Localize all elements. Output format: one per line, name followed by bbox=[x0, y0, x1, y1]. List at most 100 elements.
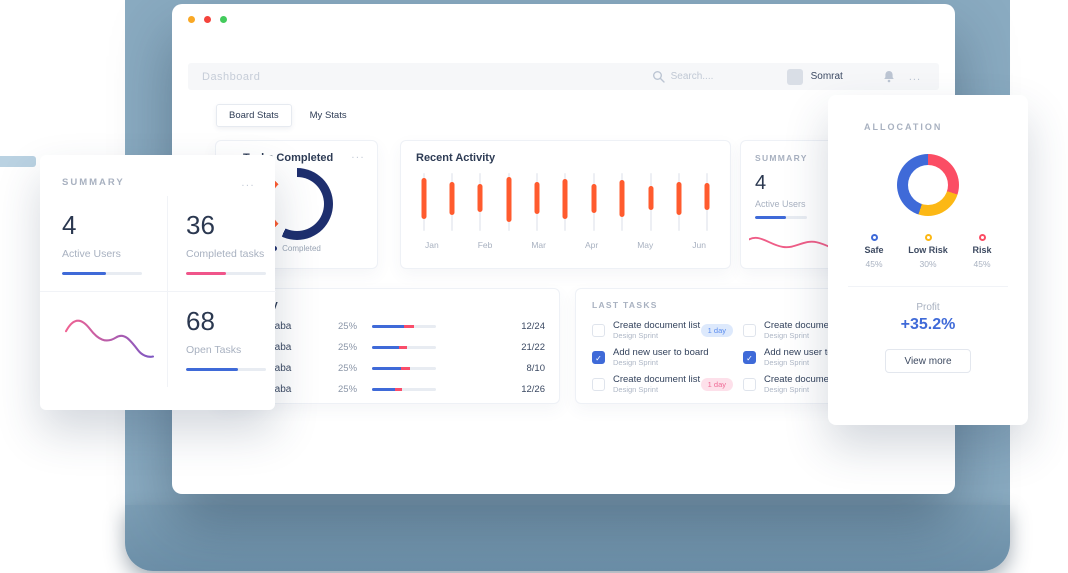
card-title: SUMMARY bbox=[755, 153, 808, 163]
legend-label: Safe bbox=[864, 245, 884, 255]
row-progress-bar bbox=[372, 324, 436, 328]
search-input[interactable] bbox=[670, 71, 781, 82]
profit-value: +35.2% bbox=[900, 316, 956, 333]
progress-bar bbox=[755, 216, 807, 219]
avatar[interactable] bbox=[786, 68, 803, 85]
stat-completed-tasks: 36 Completed tasks bbox=[168, 196, 276, 292]
task-checkbox[interactable] bbox=[592, 378, 605, 391]
panel-menu-icon[interactable]: ... bbox=[241, 176, 255, 189]
header-more-icon[interactable]: ... bbox=[908, 70, 921, 83]
legend-dot-low-risk bbox=[924, 234, 932, 241]
view-more-button[interactable]: View more bbox=[885, 349, 971, 373]
task-subtitle: Design Sprint bbox=[613, 357, 659, 367]
profit-label: Profit bbox=[916, 302, 940, 313]
month-label: Feb bbox=[477, 240, 493, 250]
minimize-button[interactable] bbox=[188, 16, 195, 23]
search-box[interactable] bbox=[652, 70, 781, 83]
bar bbox=[506, 173, 512, 231]
card-menu-icon[interactable]: ... bbox=[351, 149, 365, 161]
legend-value: 30% bbox=[919, 259, 937, 269]
bar bbox=[676, 173, 682, 231]
task-checkbox[interactable] bbox=[592, 324, 605, 337]
summary-sparkline-cell bbox=[40, 292, 168, 387]
task-checkbox[interactable] bbox=[743, 324, 756, 337]
legend-item-low-risk: Low Risk 30% bbox=[902, 234, 954, 269]
row-percent: 25% bbox=[338, 362, 358, 374]
stat-value: 4 bbox=[755, 172, 767, 194]
task-checkbox[interactable] bbox=[592, 351, 605, 364]
stat-value: 4 bbox=[62, 210, 77, 240]
bar bbox=[449, 173, 455, 231]
legend-label: Risk bbox=[972, 245, 992, 255]
task-title: Create document list bbox=[764, 373, 852, 385]
row-progress-bar bbox=[372, 387, 436, 391]
tasks-column-left: Create document list Design Sprint 1 day… bbox=[592, 318, 743, 399]
task-subtitle: Design Sprint bbox=[764, 357, 810, 367]
summary-panel: SUMMARY ... 4 Active Users 36 Completed … bbox=[40, 155, 276, 410]
row-date: 12/24 bbox=[521, 320, 545, 332]
row-percent: 25% bbox=[338, 341, 358, 353]
stat-label: Active Users bbox=[755, 199, 806, 209]
task-badge: 1 day bbox=[700, 324, 733, 337]
task-checkbox[interactable] bbox=[743, 378, 756, 391]
stat-label: Completed tasks bbox=[186, 248, 265, 260]
bell-icon[interactable] bbox=[883, 70, 895, 83]
task-subtitle: Design Sprint bbox=[613, 330, 659, 340]
progress-bar bbox=[186, 272, 266, 275]
task-item: Create document list Design Sprint 1 day bbox=[592, 318, 733, 343]
row-percent: 25% bbox=[338, 383, 358, 395]
maximize-button[interactable] bbox=[220, 16, 227, 23]
tab-my-stats[interactable]: My Stats bbox=[308, 105, 349, 126]
stat-label: Active Users bbox=[62, 248, 121, 260]
bar bbox=[591, 173, 597, 231]
task-item: Create document list Design Sprint bbox=[743, 318, 884, 343]
task-subtitle: Design Sprint bbox=[764, 330, 810, 340]
tasks-column-right: Create document list Design Sprint Add n… bbox=[743, 318, 894, 399]
panel-title: SUMMARY bbox=[62, 177, 125, 188]
task-item: Add new user to board Design Sprint bbox=[743, 345, 884, 370]
task-title: Create document list bbox=[764, 319, 852, 331]
task-title: Add new user to board bbox=[613, 346, 709, 358]
allocation-donut-chart bbox=[897, 154, 959, 216]
divider bbox=[848, 286, 1008, 287]
activity-bar-chart bbox=[421, 173, 710, 231]
month-label: Apr bbox=[584, 240, 599, 250]
month-label: Mar bbox=[531, 240, 546, 250]
stat-active-users: 4 Active Users bbox=[40, 196, 168, 292]
row-progress-bar bbox=[372, 366, 436, 370]
row-date: 8/10 bbox=[526, 362, 546, 374]
panel-title: ALLOCATION bbox=[864, 122, 943, 132]
summary-sparkline bbox=[65, 319, 154, 358]
legend-label: Completed bbox=[282, 244, 321, 253]
tab-board-stats[interactable]: Board Stats bbox=[216, 104, 292, 127]
task-subtitle: Design Sprint bbox=[613, 384, 659, 394]
task-title: Create document list bbox=[613, 373, 701, 385]
bar bbox=[421, 173, 426, 231]
close-button[interactable] bbox=[204, 16, 211, 23]
month-label: May bbox=[637, 240, 654, 250]
stats-tabs: Board Stats My Stats bbox=[216, 104, 349, 127]
progress-bar bbox=[186, 368, 266, 371]
task-checkbox[interactable] bbox=[743, 351, 756, 364]
row-name: Saba bbox=[268, 362, 292, 374]
legend-dot-risk bbox=[978, 234, 986, 241]
search-icon bbox=[652, 71, 665, 83]
stat-label: Open Tasks bbox=[186, 344, 242, 356]
allocation-legend: Safe 45% Low Risk 30% Risk 45% bbox=[848, 234, 1008, 269]
bar bbox=[648, 173, 654, 231]
page-title: Dashboard bbox=[202, 70, 261, 83]
task-badge: 1 day bbox=[700, 378, 733, 391]
row-name: Saba bbox=[268, 341, 292, 353]
backdrop-base bbox=[125, 505, 1010, 571]
stat-value: 68 bbox=[186, 306, 215, 336]
row-progress-bar bbox=[372, 345, 436, 349]
row-percent: 25% bbox=[338, 320, 358, 332]
task-item: Create document list Design Sprint bbox=[743, 372, 884, 397]
task-subtitle: Design Sprint bbox=[764, 384, 810, 394]
task-title: Add new user to board bbox=[764, 346, 860, 358]
legend-label: Low Risk bbox=[908, 245, 948, 255]
bar bbox=[704, 173, 710, 231]
recent-activity-card: Recent Activity Jan Feb Mar Apr M bbox=[400, 140, 731, 269]
progress-bar bbox=[62, 272, 142, 275]
task-item: Create document list Design Sprint 1 day bbox=[592, 372, 733, 397]
